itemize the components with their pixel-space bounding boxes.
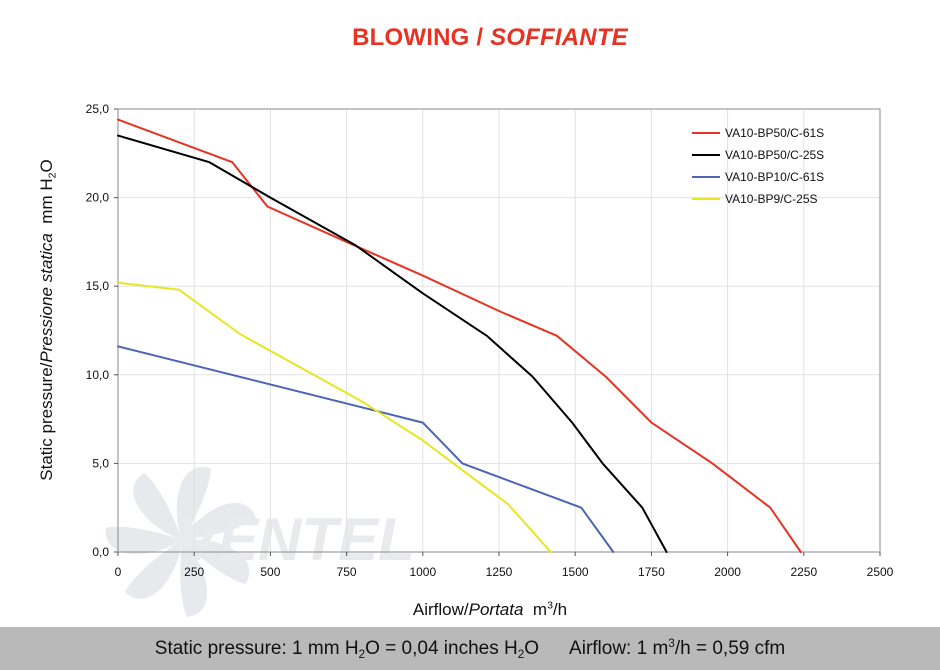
legend: VA10-BP50/C-61S VA10-BP50/C-25S VA10-BP10/… (692, 126, 824, 206)
legend-label: VA10-BP10/C-61S (725, 170, 824, 184)
series-layer (117, 118, 802, 553)
x-tick-label: 1250 (486, 565, 513, 579)
y-tick-label: 5,0 (92, 456, 109, 470)
legend-label: VA10-BP9/C-25S (725, 192, 818, 206)
chart-title: BLOWING / SOFFIANTE (0, 24, 940, 52)
x-tick-label: 2000 (714, 565, 741, 579)
legend-label: VA10-BP50/C-25S (725, 148, 824, 162)
legend-label: VA10-BP50/C-61S (725, 126, 824, 140)
watermark-fan-blade (133, 472, 182, 540)
watermark: VENTEL (105, 466, 415, 618)
x-tick-label: 1000 (409, 565, 436, 579)
x-tick-label: 500 (260, 565, 280, 579)
x-tick-label: 2500 (867, 565, 894, 579)
x-tick-label: 1750 (638, 565, 665, 579)
watermark-fan-blade (105, 526, 182, 554)
watermark-fan-blade (182, 502, 256, 540)
chart-title-main: BLOWING / (352, 24, 484, 51)
series-line-4 (117, 281, 552, 553)
pressure-conversion: Static pressure: 1 mm H2O = 0,04 inches … (154, 637, 540, 661)
y-tick-label: 25,0 (86, 102, 110, 116)
chart: VENTEL 0 250 500 750 1000 1250 1500 1750 2000 225… (86, 102, 894, 618)
y-tick-label: 15,0 (86, 279, 110, 293)
series-line-1 (117, 118, 802, 553)
watermark-fan-blade (124, 540, 182, 599)
x-axis-label: Airflow/Portata m3/h (412, 599, 568, 619)
x-tick-label: 2250 (790, 565, 817, 579)
conversion-footer: Static pressure: 1 mm H2O = 0,04 inches … (0, 627, 940, 670)
series-line-3 (117, 345, 615, 553)
x-tick-label: 750 (337, 565, 357, 579)
watermark-fan-blade (182, 539, 250, 585)
chart-title-italic: SOFFIANTE (490, 24, 628, 51)
watermark-fan-blade (180, 540, 208, 618)
y-tick-label: 10,0 (86, 368, 110, 382)
x-tick-label: 1500 (562, 565, 589, 579)
airflow-conversion: Airflow: 1 m3/h = 0,59 cfm (569, 636, 786, 659)
y-tick-label: 0,0 (92, 545, 109, 559)
axis-ticks: 0 250 500 750 1000 1250 1500 1750 2000 2250 2500 0,… (86, 102, 894, 579)
y-tick-label: 20,0 (86, 191, 110, 205)
watermark-logo-text: VENTEL (178, 506, 415, 573)
x-tick-label: 250 (184, 565, 204, 579)
x-tick-label: 0 (115, 565, 122, 579)
y-axis-label: Static pressure/Pressione statica mm H2O (37, 159, 59, 481)
grid (118, 109, 880, 552)
series-line-2 (117, 134, 668, 553)
